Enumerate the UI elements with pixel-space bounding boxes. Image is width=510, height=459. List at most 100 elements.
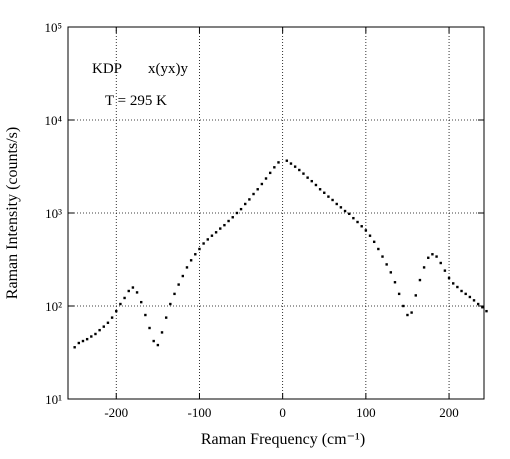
x-tick-label: 100 xyxy=(356,405,376,420)
data-point xyxy=(173,292,176,296)
data-point xyxy=(418,278,422,282)
data-point xyxy=(273,166,276,169)
data-point xyxy=(352,216,355,220)
data-point xyxy=(123,296,126,300)
data-point xyxy=(443,269,447,272)
data-point xyxy=(135,291,139,294)
y-tick-label: 10³ xyxy=(45,206,62,221)
data-point xyxy=(181,274,185,278)
data-point xyxy=(385,263,388,266)
data-point xyxy=(160,331,164,334)
data-point xyxy=(285,159,289,162)
data-point xyxy=(302,172,305,175)
data-point xyxy=(456,285,459,289)
data-point xyxy=(310,179,313,183)
data-point xyxy=(343,209,347,213)
annotation: KDP xyxy=(92,61,122,77)
data-point xyxy=(169,302,172,306)
data-point xyxy=(377,247,380,251)
data-point xyxy=(323,191,326,194)
data-point xyxy=(148,326,151,330)
data-point xyxy=(289,162,293,165)
data-point xyxy=(152,339,155,343)
data-point xyxy=(447,276,451,280)
y-tick-label: 10² xyxy=(45,299,62,314)
y-tick-label: 10⁴ xyxy=(44,113,62,128)
x-tick-label: -200 xyxy=(104,405,128,420)
data-point xyxy=(231,216,234,219)
data-point xyxy=(414,294,417,297)
x-tick-label: -100 xyxy=(188,405,212,420)
data-point xyxy=(393,281,397,284)
data-point xyxy=(381,255,384,258)
data-point xyxy=(318,188,322,191)
data-point xyxy=(202,242,205,245)
data-point xyxy=(256,188,259,191)
data-point xyxy=(156,343,160,347)
data-point xyxy=(372,240,376,244)
data-point xyxy=(348,212,351,216)
data-point xyxy=(227,219,230,223)
data-point xyxy=(131,286,135,289)
data-point xyxy=(81,339,85,343)
data-point xyxy=(189,259,193,262)
data-point xyxy=(73,346,76,349)
data-point xyxy=(119,302,122,306)
data-point xyxy=(185,266,189,269)
data-point xyxy=(452,282,455,285)
data-point xyxy=(140,300,143,304)
data-point xyxy=(472,299,476,302)
data-point xyxy=(177,283,180,286)
data-point xyxy=(389,271,393,274)
data-point xyxy=(481,306,484,309)
data-point xyxy=(468,295,472,299)
data-point xyxy=(239,207,243,211)
data-point xyxy=(90,335,93,338)
data-point xyxy=(235,211,239,215)
data-point xyxy=(115,309,118,313)
data-point xyxy=(252,192,255,196)
data-point xyxy=(360,225,363,228)
data-point xyxy=(397,292,401,296)
y-tick-label: 10⁵ xyxy=(44,20,62,35)
data-point xyxy=(298,168,301,172)
data-point xyxy=(476,302,480,306)
data-point xyxy=(364,229,368,232)
data-point xyxy=(206,238,209,241)
data-point xyxy=(268,171,272,175)
y-tick-label: 10¹ xyxy=(45,392,62,407)
data-point xyxy=(198,247,201,251)
data-point xyxy=(335,202,338,206)
data-point xyxy=(485,309,488,313)
data-point xyxy=(435,255,438,258)
data-point xyxy=(406,313,409,317)
y-axis-label: Raman Intensity (counts/s) xyxy=(4,127,21,299)
data-point xyxy=(368,234,372,237)
data-point xyxy=(277,161,280,164)
data-point xyxy=(248,198,251,201)
annotation: T = 295 K xyxy=(105,93,167,109)
data-point xyxy=(356,220,359,224)
data-point xyxy=(127,289,130,293)
data-point xyxy=(85,337,89,341)
data-point xyxy=(106,321,110,324)
data-point xyxy=(314,183,318,187)
data-point xyxy=(327,195,330,198)
data-point xyxy=(77,341,81,345)
data-point xyxy=(110,316,114,319)
data-point xyxy=(306,176,309,179)
data-point xyxy=(102,325,105,328)
data-point xyxy=(410,311,413,314)
data-point xyxy=(431,253,434,256)
data-point xyxy=(194,253,197,256)
data-point xyxy=(223,223,226,227)
data-point xyxy=(439,261,442,265)
data-point xyxy=(427,256,430,259)
data-point xyxy=(422,266,426,269)
data-point xyxy=(144,313,147,317)
data-point xyxy=(293,165,297,168)
data-point xyxy=(331,198,334,202)
x-tick-label: 0 xyxy=(279,405,286,420)
